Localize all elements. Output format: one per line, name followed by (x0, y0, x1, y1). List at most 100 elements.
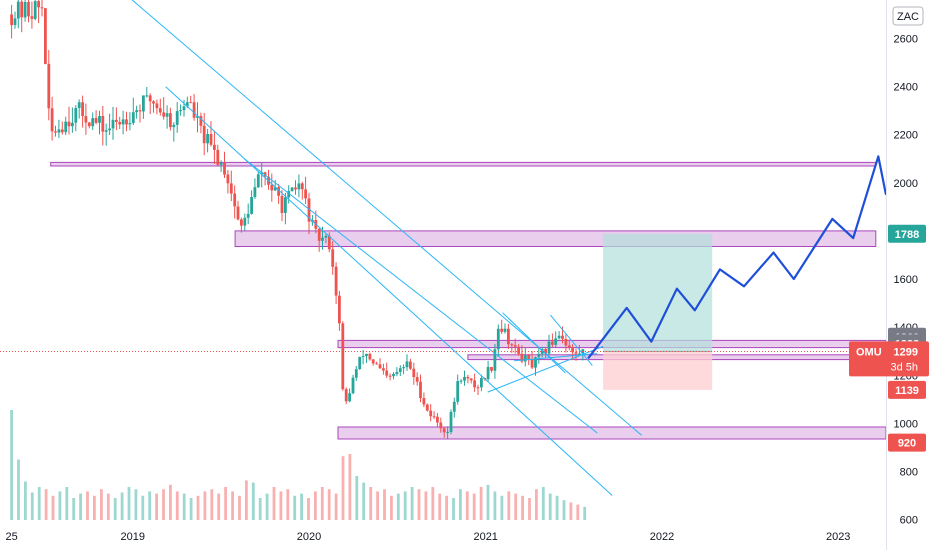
candle-body (148, 95, 152, 102)
candle-body (287, 191, 291, 198)
candle-body (338, 295, 341, 324)
volume-bar (203, 491, 207, 520)
candle-body (216, 149, 220, 165)
volume-bar (65, 487, 69, 520)
volume-bar (569, 502, 573, 520)
volume-bar (182, 493, 186, 520)
volume-bar (459, 489, 462, 520)
last-price-label-box (849, 341, 929, 377)
volume-bar (314, 491, 317, 520)
volume-bar (500, 495, 504, 520)
volume-bar (245, 480, 248, 520)
candle-body (297, 183, 301, 190)
volume-bar (362, 482, 366, 520)
sr-zone (234, 230, 877, 247)
volume-bar (175, 491, 179, 520)
volume-bar (238, 495, 241, 520)
candle-body (30, 16, 34, 19)
candle-body (490, 367, 493, 371)
volume-bar (120, 492, 124, 520)
candle-body (172, 124, 176, 128)
candle-body (138, 110, 142, 112)
candle-body (121, 119, 125, 125)
candle-body (385, 370, 389, 376)
volume-bar (514, 493, 518, 520)
candle-body (179, 110, 182, 112)
candle-body (13, 18, 17, 26)
volume-bar (37, 487, 41, 520)
candle-body (517, 346, 520, 354)
candle-body (125, 119, 128, 125)
candle-body (108, 128, 111, 131)
volume-bar (403, 491, 407, 520)
candle-body (192, 102, 196, 118)
candle-body (10, 14, 13, 26)
candle-body (317, 228, 321, 241)
sr-zone (50, 161, 877, 167)
candle-body (57, 129, 61, 133)
candle-body (101, 116, 105, 132)
candle-body (202, 125, 206, 144)
candle-body (246, 213, 250, 218)
candle-body (564, 339, 568, 346)
volume-bar (251, 482, 255, 520)
candle-body (358, 356, 362, 370)
candle-body (60, 129, 64, 133)
candle-body (503, 328, 507, 332)
candle-body (466, 376, 470, 379)
price-label-box (888, 380, 926, 399)
volume-bar (417, 489, 421, 520)
candle-body (145, 95, 149, 97)
volume-bar (548, 493, 552, 520)
candle-body (40, 7, 44, 9)
volume-bar (106, 493, 110, 520)
candle-body (229, 183, 233, 194)
candle-body (375, 363, 378, 365)
candle-body (324, 235, 328, 238)
candle-body (128, 123, 132, 125)
candle-body (98, 116, 101, 123)
candle-body (365, 353, 368, 356)
candle-body (158, 108, 162, 113)
sr-zone (337, 426, 887, 440)
trendline (131, 0, 643, 436)
candle-body (47, 63, 51, 109)
candle-body (561, 335, 564, 339)
volume-bar (486, 484, 490, 520)
volume-bar (541, 487, 545, 520)
candle-body (351, 377, 355, 394)
candle-body (534, 357, 537, 368)
candle-body (236, 206, 240, 220)
volume-bar (341, 456, 345, 520)
candle-body (507, 328, 510, 345)
candle-body (530, 359, 534, 368)
candle-body (155, 103, 159, 109)
y-tick-label: 2600 (894, 34, 918, 46)
candle-body (405, 361, 409, 368)
volume-bar (348, 454, 352, 520)
candle-body (240, 219, 243, 226)
candle-body (486, 367, 490, 380)
candle-body (74, 108, 78, 123)
candle-body (64, 121, 68, 133)
volume-bar (189, 498, 193, 520)
volume-bar (431, 487, 435, 520)
volume-bar (493, 491, 497, 520)
volume-bar (396, 493, 400, 520)
candle-body (175, 111, 179, 125)
candle-body (412, 368, 416, 377)
trendline (502, 312, 566, 374)
candle-body (348, 393, 351, 402)
candle-body (115, 119, 118, 122)
candle-body (429, 410, 433, 417)
candle-body (111, 119, 115, 129)
candle-body (219, 162, 223, 165)
volume-bar (24, 481, 27, 520)
volume-bar (445, 495, 448, 520)
candle-body (169, 113, 172, 128)
candle-body (260, 172, 264, 175)
y-tick-label: 800 (900, 467, 918, 479)
trendline (487, 345, 604, 393)
candle-body (162, 112, 166, 117)
